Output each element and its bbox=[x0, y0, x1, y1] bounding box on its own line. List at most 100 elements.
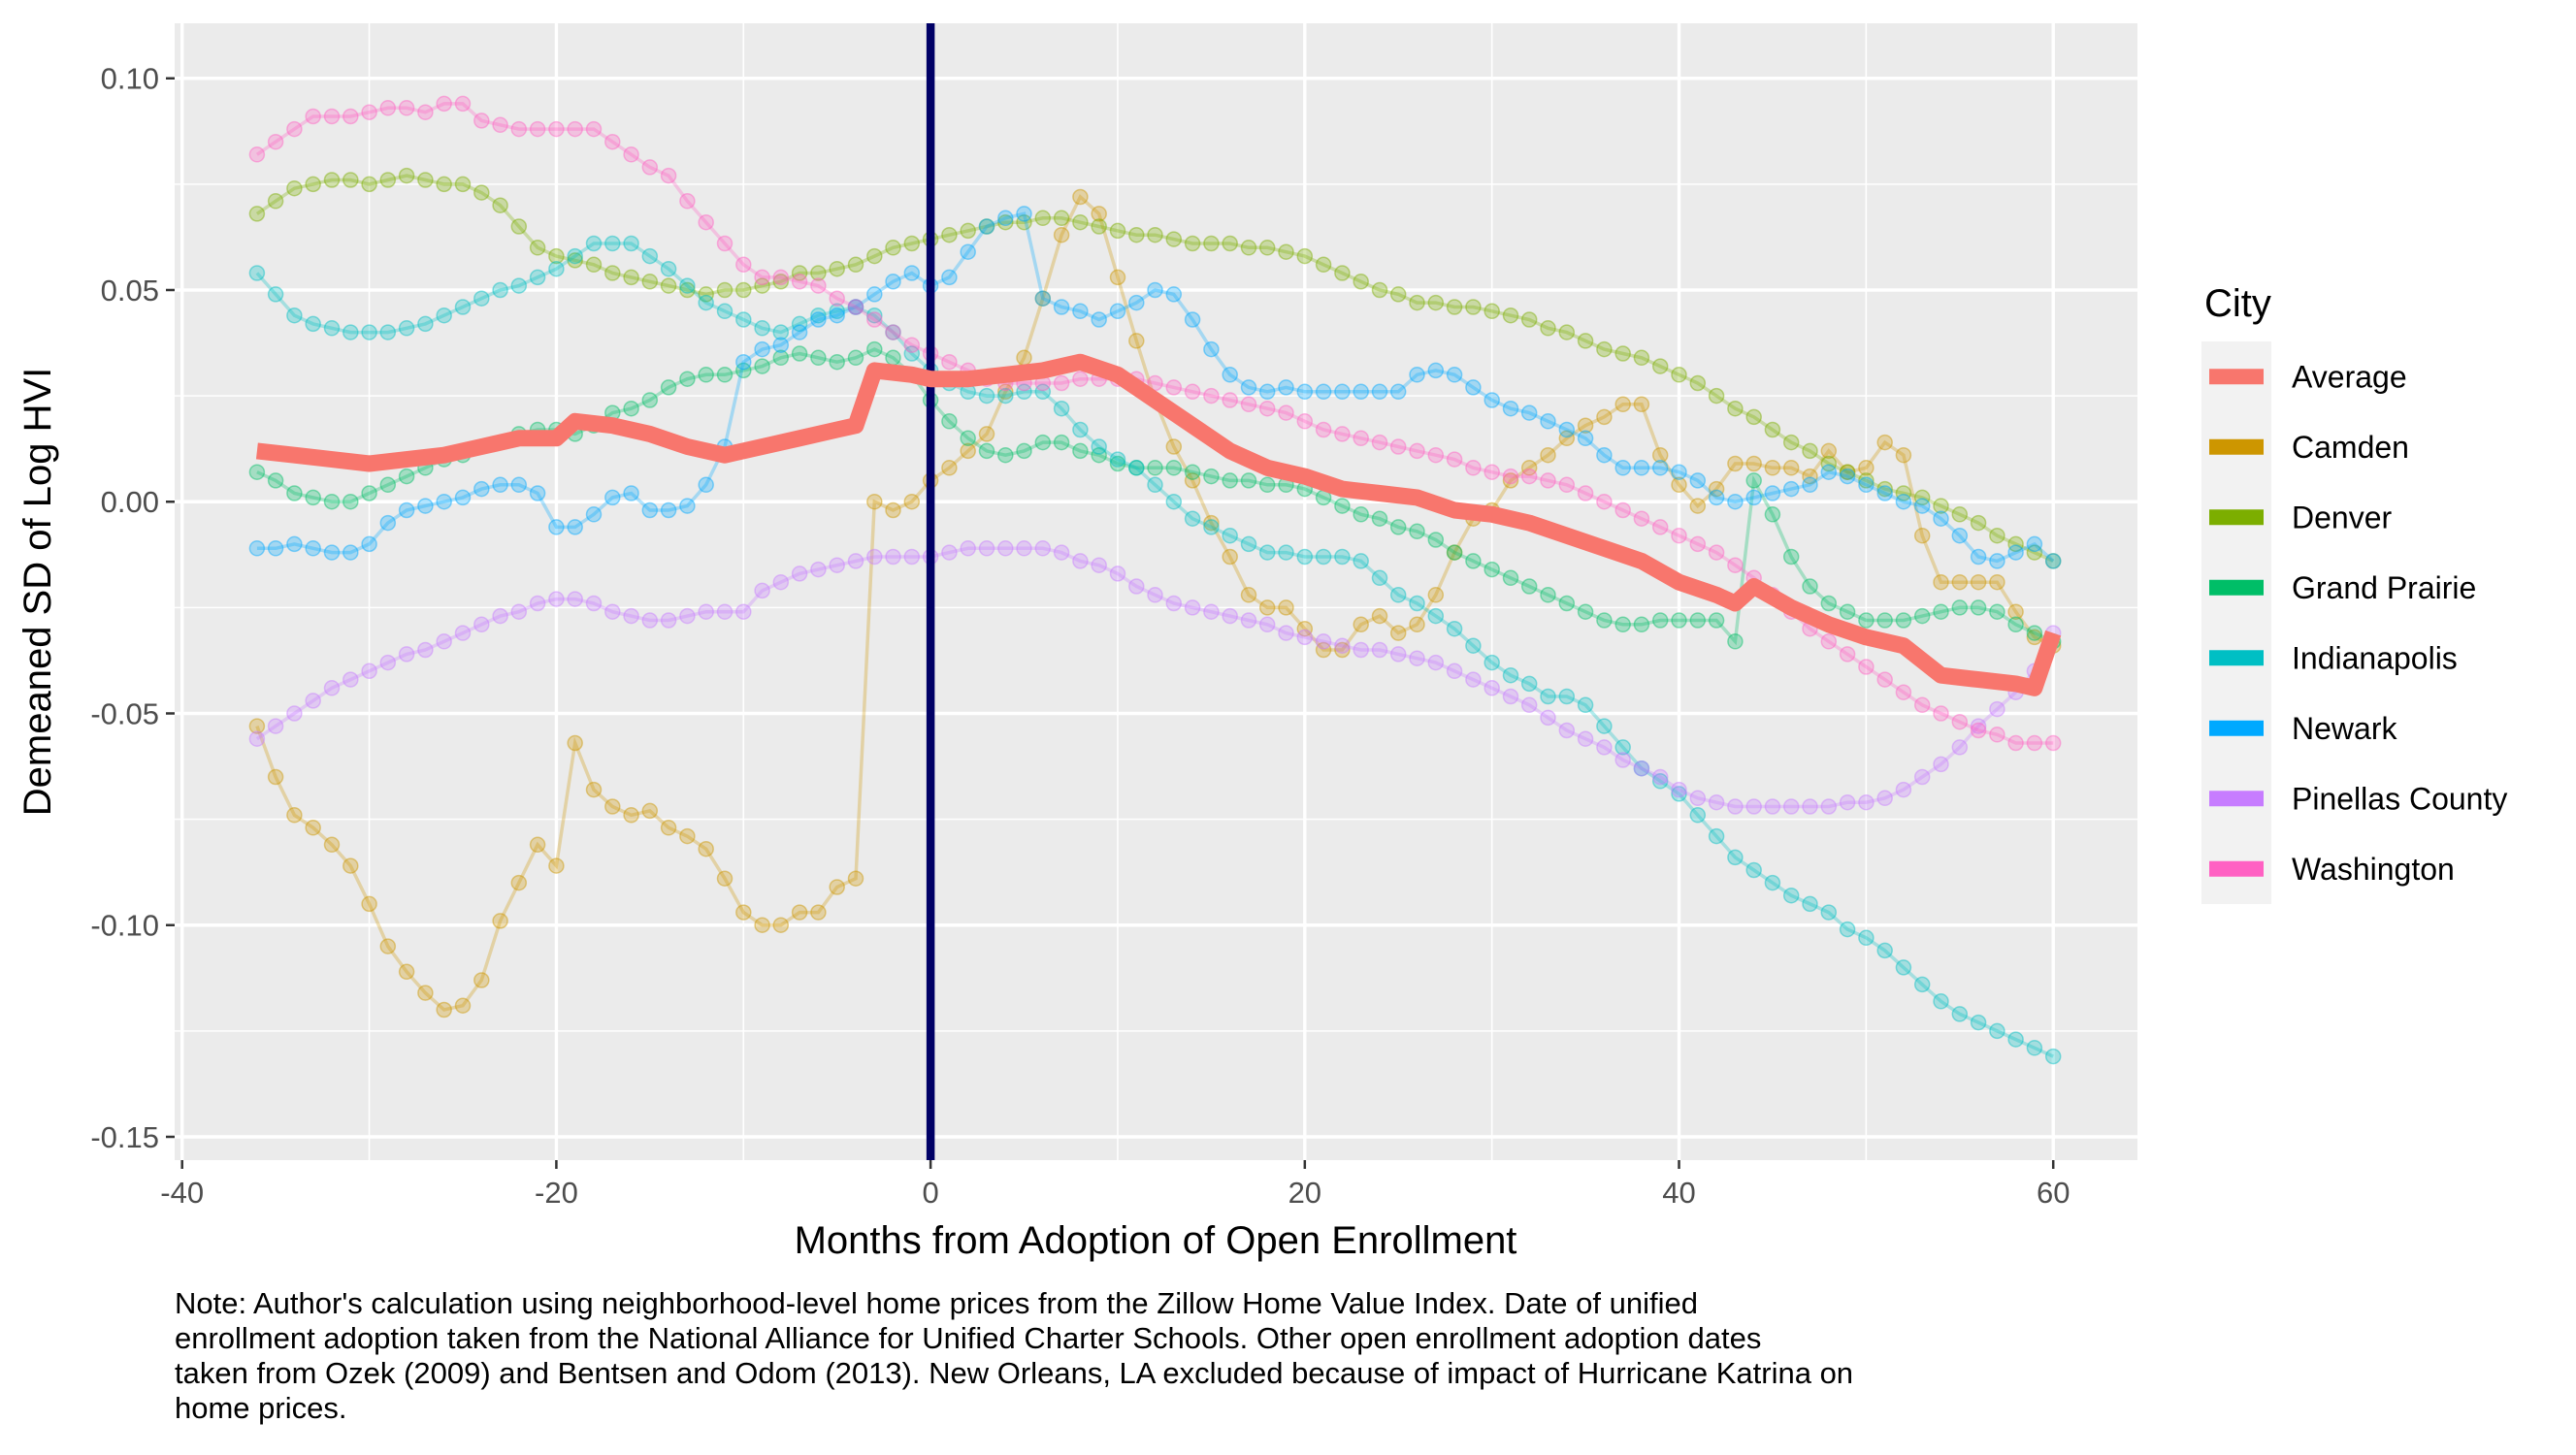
data-point-washington bbox=[548, 120, 565, 138]
data-point-denver bbox=[305, 176, 321, 193]
data-point-denver bbox=[997, 213, 1014, 231]
data-point-indianapolis bbox=[1802, 895, 1818, 913]
data-point-indianapolis bbox=[1258, 544, 1276, 561]
data-point-newark bbox=[660, 501, 677, 519]
data-point-newark bbox=[1727, 493, 1744, 510]
data-point-pinellas-county bbox=[1708, 793, 1725, 811]
legend-label: Average bbox=[2292, 359, 2407, 394]
data-point-camden bbox=[1091, 206, 1107, 222]
data-point-pinellas-county bbox=[1520, 696, 1538, 714]
data-point-washington bbox=[267, 133, 284, 150]
data-point-grand-prairie bbox=[361, 485, 377, 501]
data-point-pinellas-county bbox=[772, 573, 790, 591]
x-tick-label: 0 bbox=[922, 1176, 938, 1210]
data-point-denver bbox=[567, 252, 583, 269]
data-point-pinellas-county bbox=[1465, 671, 1482, 688]
data-point-camden bbox=[1278, 599, 1294, 616]
data-point-washington bbox=[1409, 442, 1425, 460]
data-point-indianapolis bbox=[1109, 451, 1126, 468]
data-point-pinellas-county bbox=[866, 548, 883, 566]
data-point-pinellas-county bbox=[1933, 756, 1949, 773]
data-point-camden bbox=[679, 827, 696, 845]
data-point-newark bbox=[1072, 303, 1089, 320]
x-tick-label: -40 bbox=[160, 1176, 204, 1210]
data-point-grand-prairie bbox=[1782, 548, 1800, 566]
data-point-grand-prairie bbox=[623, 400, 639, 417]
data-point-grand-prairie bbox=[1520, 578, 1538, 595]
data-point-denver bbox=[978, 218, 995, 235]
data-point-denver bbox=[1502, 307, 1519, 324]
data-point-denver bbox=[267, 193, 284, 210]
data-point-denver bbox=[1203, 235, 1220, 252]
data-point-indianapolis bbox=[698, 294, 714, 311]
data-point-camden bbox=[1933, 573, 1949, 591]
data-point-indianapolis bbox=[679, 277, 696, 294]
data-point-grand-prairie bbox=[1034, 434, 1052, 451]
data-point-indianapolis bbox=[1596, 718, 1613, 734]
data-point-pinellas-county bbox=[1540, 709, 1556, 727]
series-denver bbox=[248, 167, 2062, 569]
data-point-grand-prairie bbox=[1128, 460, 1145, 476]
data-point-newark bbox=[1240, 379, 1257, 396]
data-point-denver bbox=[1353, 274, 1369, 290]
data-point-grand-prairie bbox=[398, 468, 415, 485]
data-point-camden bbox=[1240, 587, 1257, 603]
data-point-pinellas-county bbox=[1446, 663, 1463, 680]
y-tick-label: 0.05 bbox=[101, 274, 159, 307]
data-point-grand-prairie bbox=[1671, 612, 1687, 629]
data-point-denver bbox=[660, 277, 677, 294]
data-point-pinellas-county bbox=[1858, 793, 1875, 811]
data-point-grand-prairie bbox=[791, 345, 808, 362]
data-point-denver bbox=[1764, 421, 1781, 438]
data-point-newark bbox=[2026, 535, 2043, 553]
series-camden bbox=[248, 188, 2062, 1018]
data-point-grand-prairie bbox=[1484, 561, 1500, 578]
data-point-camden bbox=[810, 904, 827, 921]
data-point-grand-prairie bbox=[1558, 595, 1576, 612]
data-point-newark bbox=[1651, 460, 1669, 476]
data-point-camden bbox=[997, 383, 1014, 401]
data-point-pinellas-county bbox=[342, 671, 359, 688]
data-point-newark bbox=[754, 340, 770, 358]
data-point-indianapolis bbox=[548, 260, 565, 277]
data-point-grand-prairie bbox=[1540, 587, 1556, 603]
data-point-newark bbox=[978, 218, 995, 235]
data-point-grand-prairie bbox=[716, 367, 734, 383]
data-point-grand-prairie bbox=[1371, 510, 1388, 527]
data-point-washington bbox=[1858, 659, 1875, 675]
data-point-grand-prairie bbox=[772, 349, 790, 367]
data-point-denver bbox=[1651, 358, 1669, 374]
data-point-pinellas-county bbox=[829, 557, 845, 573]
data-point-newark bbox=[1614, 460, 1631, 476]
data-point-camden bbox=[417, 985, 434, 1001]
data-point-camden bbox=[286, 807, 303, 824]
data-point-denver bbox=[1839, 464, 1856, 480]
data-point-denver bbox=[960, 222, 976, 240]
data-point-newark bbox=[1446, 367, 1463, 383]
data-point-washington bbox=[454, 95, 472, 113]
data-point-indianapolis bbox=[1989, 1022, 2005, 1040]
data-point-washington bbox=[1540, 472, 1556, 489]
data-point-camden bbox=[1072, 188, 1089, 206]
data-point-denver bbox=[1540, 320, 1556, 337]
data-point-newark bbox=[604, 489, 621, 506]
data-point-newark bbox=[1278, 379, 1294, 396]
data-point-denver bbox=[1184, 235, 1201, 252]
data-point-indianapolis bbox=[267, 286, 284, 303]
data-point-camden bbox=[1053, 226, 1070, 243]
data-point-pinellas-county bbox=[1072, 553, 1089, 569]
data-point-grand-prairie bbox=[1689, 612, 1707, 629]
data-point-denver bbox=[2044, 553, 2062, 569]
data-point-denver bbox=[1933, 498, 1949, 514]
data-point-camden bbox=[1334, 641, 1351, 659]
data-point-washington bbox=[361, 104, 377, 120]
data-point-grand-prairie bbox=[1165, 460, 1183, 476]
y-tick-label: -0.15 bbox=[90, 1120, 159, 1154]
data-point-camden bbox=[1016, 349, 1032, 367]
data-point-indianapolis bbox=[1222, 527, 1238, 544]
data-point-newark bbox=[1091, 311, 1107, 328]
data-point-camden bbox=[323, 836, 341, 854]
data-point-washington bbox=[885, 324, 901, 340]
data-point-pinellas-county bbox=[1091, 557, 1107, 573]
data-point-camden bbox=[1745, 455, 1762, 472]
